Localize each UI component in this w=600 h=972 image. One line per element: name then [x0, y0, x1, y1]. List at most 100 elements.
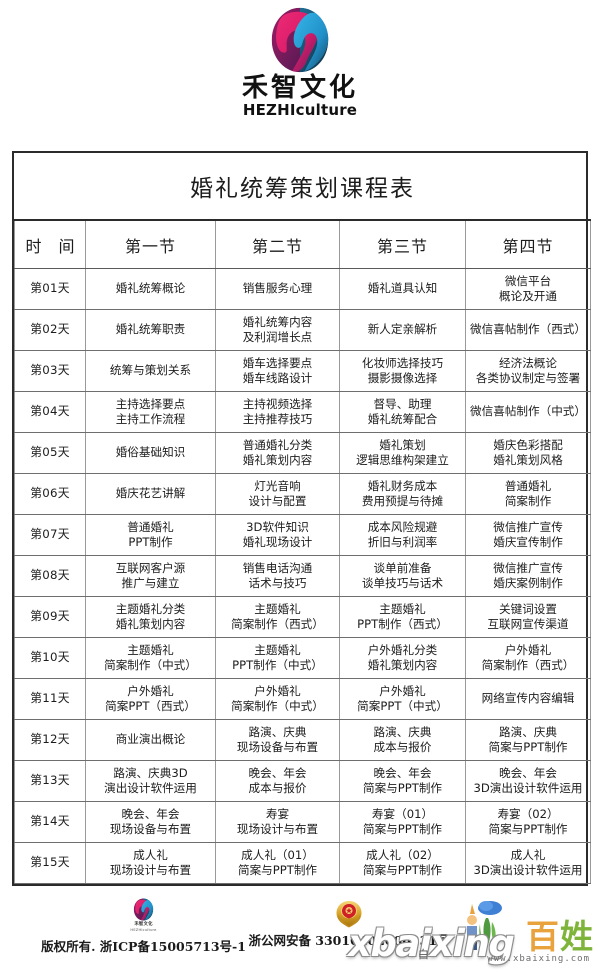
copyright-text[interactable]: 版权所有. 浙ICP备15005713号-1: [41, 938, 246, 954]
course-line: 经济法概论: [499, 355, 557, 370]
course-cell-period-3: 新人定亲解析: [339, 309, 466, 351]
table-row: 第04天 主持选择要点 主持工作流程 主持视频选择 主持推荐技巧 督导、助理 婚礼统筹配合微…: [14, 391, 592, 433]
course-line: 各类协议制定与签署: [475, 371, 581, 385]
course-cell-period-3: 路演、庆典 成本与报价: [339, 719, 466, 761]
course-line: 简案PPT（西式）: [105, 699, 196, 713]
course-line: 晚会、年会: [248, 765, 307, 780]
course-cell-period-1: 户外婚礼 简案PPT（西式）: [85, 678, 216, 720]
course-line: 成本与报价: [248, 781, 307, 795]
day-label: 第09天: [14, 596, 86, 638]
course-line: 简案与PPT制作: [237, 863, 318, 877]
course-line: 晚会、年会: [373, 765, 432, 780]
course-cell-period-2: 路演、庆典 现场设备与布置: [215, 719, 340, 761]
course-cell-period-4: 寿宴（02） 简案与PPT制作: [464, 801, 592, 843]
course-line: 简案PPT（中式）: [357, 699, 448, 713]
course-line: 主持选择要点: [115, 396, 186, 411]
course-line: 演出设计软件运用: [104, 781, 197, 795]
course-line: 简案与PPT制作: [488, 822, 568, 836]
course-line: 统筹与策划关系: [109, 363, 192, 378]
course-cell-period-4: 网络宣传内容编辑: [464, 678, 592, 720]
course-line: 销售电话沟通: [242, 560, 313, 575]
course-line: 婚庆案例制作: [493, 576, 563, 590]
day-label: 第06天: [14, 473, 86, 515]
course-line: 逻辑思维构架建立: [356, 453, 449, 467]
course-line: 简案与PPT制作: [488, 740, 568, 754]
course-line: 寿宴: [265, 806, 290, 821]
table-row: 第01天 婚礼统筹概论 销售服务心理 婚礼道具认知 微信平台 概论及开通: [14, 268, 592, 310]
course-line: 3D软件知识: [246, 519, 309, 534]
title-row: 婚礼统筹策划课程表: [14, 153, 591, 221]
course-line: 路演、庆典: [248, 724, 307, 739]
course-line: 设计与配置: [248, 494, 307, 508]
course-line: 晚会、年会: [499, 765, 557, 780]
table-row: 第05天 婚俗基础知识 普通婚礼分类 婚礼策划内容 婚礼策划 逻辑思维构架建立 婚庆色彩搭配…: [14, 432, 592, 474]
day-label: 第12天: [14, 719, 86, 761]
course-line: 简案制作（中式）: [231, 699, 324, 713]
course-line: 户外婚礼: [127, 683, 174, 698]
course-line: 晚会、年会: [121, 806, 180, 821]
day-label: 第07天: [14, 514, 86, 556]
course-line: 微信喜帖制作（中式）: [470, 404, 586, 419]
table-row: 第02天 婚礼统筹职责 婚礼统筹内容 及利润增长点 新人定亲解析 微信喜帖制作（西式）: [14, 309, 592, 351]
course-line: 寿宴（02）: [497, 806, 559, 821]
course-line: 话术与技巧: [248, 576, 307, 590]
course-line: 路演、庆典3D: [113, 765, 188, 780]
course-cell-period-2: 灯光音响 设计与配置: [215, 473, 340, 515]
course-cell-period-2: 寿宴 现场设计与布置: [215, 801, 340, 843]
course-line: 婚礼财务成本: [367, 478, 438, 493]
course-line: 3D演出设计软件运用: [473, 781, 583, 795]
column-header-period-3: 第三节: [339, 219, 466, 269]
course-cell-period-4: 婚庆色彩搭配 婚礼策划风格: [464, 432, 592, 474]
police-record-text[interactable]: 浙公网安备 33010402000231号: [248, 933, 450, 948]
course-line: 婚庆花艺讲解: [115, 486, 186, 501]
course-line: 婚礼策划内容: [115, 617, 186, 631]
course-line: 微信推广宣传: [493, 519, 563, 534]
table-row: 第13天 路演、庆典3D 演出设计软件运用 晚会、年会 成本与报价 晚会、年会 简案与PPT…: [14, 760, 592, 802]
schedule-sheet: 婚礼统筹策划课程表 时 间 第一节 第二节 第三节 第四节 第01天 婚礼统筹概论…: [12, 151, 592, 886]
brand-header: 禾智文化 HEZHIculture: [0, 0, 600, 119]
course-line: 婚礼统筹配合: [367, 412, 438, 426]
course-cell-period-1: 婚俗基础知识: [85, 432, 216, 474]
course-cell-period-1: 路演、庆典3D 演出设计软件运用: [85, 760, 216, 802]
course-line: 婚俗基础知识: [115, 445, 186, 460]
course-cell-period-3: 婚礼财务成本 费用预提与待摊: [339, 473, 466, 515]
course-line: 户外婚礼分类: [367, 642, 438, 657]
course-line: 简案与PPT制作: [362, 822, 443, 836]
course-cell-period-2: 3D软件知识 婚礼现场设计: [215, 514, 340, 556]
course-cell-period-3: 户外婚礼 简案PPT（中式）: [339, 678, 466, 720]
table-row: 第10天 主题婚礼 简案制作（中式） 主题婚礼 PPT制作（中式） 户外婚礼分类 婚礼策划内…: [14, 637, 592, 679]
column-header-period-2: 第二节: [215, 219, 340, 269]
course-line: 概论及开通: [499, 289, 557, 303]
course-line: 销售服务心理: [242, 281, 313, 296]
course-cell-period-1: 商业演出概论: [85, 719, 216, 761]
table-row: 第15天 成人礼 现场设计与布置 成人礼（01） 简案与PPT制作 成人礼（02） 简案与P…: [14, 842, 592, 884]
course-line: PPT制作（中式）: [232, 658, 323, 672]
footer-police-record-block: 浙公网安备 33010402000231号: [244, 898, 454, 949]
course-cell-period-2: 销售服务心理: [215, 268, 340, 310]
course-cell-period-4: 微信平台 概论及开通: [464, 268, 592, 310]
footer-brand-en: HEZHIculture: [130, 927, 157, 932]
course-cell-period-2: 普通婚礼分类 婚礼策划内容: [215, 432, 340, 474]
table-row: 第08天 互联网客户源 推广与建立 销售电话沟通 话术与技巧 谈单前准备 谈单技巧与话术 微信…: [14, 555, 592, 597]
course-line: 主题婚礼: [254, 601, 301, 616]
course-cell-period-1: 互联网客户源 推广与建立: [85, 555, 216, 597]
course-line: 简案制作（西式）: [481, 658, 575, 672]
course-cell-period-4: 晚会、年会 3D演出设计软件运用: [464, 760, 592, 802]
course-line: 简案制作（西式）: [231, 617, 324, 631]
course-cell-period-3: 督导、助理 婚礼统筹配合: [339, 391, 466, 433]
course-line: 费用预提与待摊: [361, 494, 444, 508]
course-line: 微信喜帖制作（西式）: [470, 322, 586, 337]
course-cell-period-1: 普通婚礼 PPT制作: [85, 514, 216, 556]
course-cell-period-4: 路演、庆典 简案与PPT制作: [464, 719, 592, 761]
course-line: 摄影摄像选择: [367, 371, 438, 385]
course-cell-period-1: 婚礼统筹概论: [85, 268, 216, 310]
course-line: 婚礼道具认知: [367, 281, 438, 296]
course-line: 主题婚礼: [254, 642, 301, 657]
course-line: 主题婚礼: [379, 601, 426, 616]
course-line: 现场设计与布置: [109, 863, 192, 877]
course-line: 主持视频选择: [242, 396, 313, 411]
course-line: 现场设计与布置: [236, 822, 319, 836]
course-line: 互联网宣传渠道: [487, 617, 569, 631]
course-line: 普通婚礼: [127, 519, 174, 534]
column-header-period-1: 第一节: [85, 219, 216, 269]
